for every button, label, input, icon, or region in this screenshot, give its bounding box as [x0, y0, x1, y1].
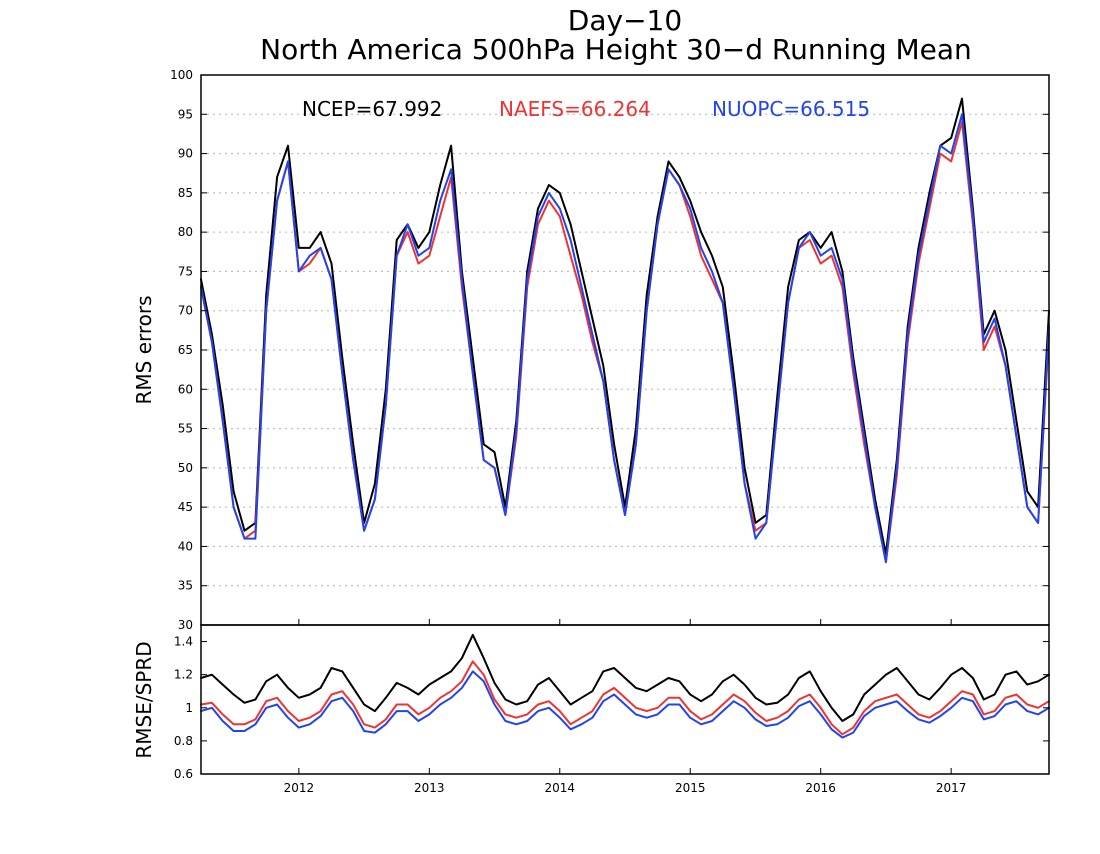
stats-nuopc: NUOPC=66.515 [712, 97, 870, 121]
y-axis-label-top: RMS errors [132, 295, 156, 404]
top-series-line-ncep [200, 97, 1050, 556]
y-tick-label-top: 50 [178, 461, 193, 475]
y-tick-label-top: 75 [178, 264, 193, 278]
y-tick-label-top: 60 [178, 382, 193, 396]
y-tick-label-bottom: 1.2 [174, 668, 193, 682]
x-tick-label: 2012 [284, 781, 315, 795]
chart-title: Day−10 [568, 4, 682, 37]
x-tick-label: 2013 [414, 781, 445, 795]
y-tick-label-top: 65 [178, 343, 193, 357]
stats-ncep: NCEP=67.992 [302, 97, 442, 121]
y-tick-label-top: 95 [178, 107, 193, 121]
y-tick-label-top: 70 [178, 304, 193, 318]
x-tick-label: 2014 [544, 781, 575, 795]
bottom-series-line-ncep [200, 633, 1050, 722]
y-tick-label-top: 80 [178, 225, 193, 239]
bottom-series-line-naefs [200, 660, 1050, 736]
top-panel-y-ticks: 30 35 40 45 50 55 60 65 70 75 80 85 90 95 100 [170, 68, 1049, 632]
y-tick-label-top: 90 [178, 147, 193, 161]
y-tick-label-top: 40 [178, 539, 193, 553]
y-tick-label-bottom: 1 [185, 701, 193, 715]
stats-naefs: NAEFS=66.264 [499, 97, 651, 121]
bottom-series-line-nuopc [200, 670, 1050, 739]
y-tick-label-top: 30 [178, 618, 193, 632]
y-tick-label-top: 45 [178, 500, 193, 514]
y-tick-label-bottom: 1.4 [174, 635, 193, 649]
bottom-panel-frame [200, 624, 1050, 775]
y-tick-label-top: 85 [178, 186, 193, 200]
y-tick-label-top: 100 [170, 68, 193, 82]
y-tick-label-top: 35 [178, 579, 193, 593]
x-tick-label: 2017 [936, 781, 967, 795]
bottom-panel-y-ticks: 0.6 0.8 1 1.2 1.4 [174, 635, 1049, 781]
chart-subtitle: North America 500hPa Height 30−d Running… [260, 33, 972, 66]
y-axis-label-bottom: RMSE/SPRD [132, 641, 156, 758]
x-tick-label: 2015 [675, 781, 706, 795]
top-panel-series [200, 97, 1050, 564]
y-tick-label-bottom: 0.6 [174, 767, 193, 781]
y-tick-label-top: 55 [178, 422, 193, 436]
y-tick-label-bottom: 0.8 [174, 734, 193, 748]
top-series-line-nuopc [200, 113, 1050, 564]
top-series-line-naefs [200, 121, 1050, 564]
bottom-panel-series [200, 633, 1050, 739]
x-tick-label: 2016 [805, 781, 836, 795]
x-axis-ticks: 2012 2013 2014 2015 2016 2017 [284, 619, 967, 795]
